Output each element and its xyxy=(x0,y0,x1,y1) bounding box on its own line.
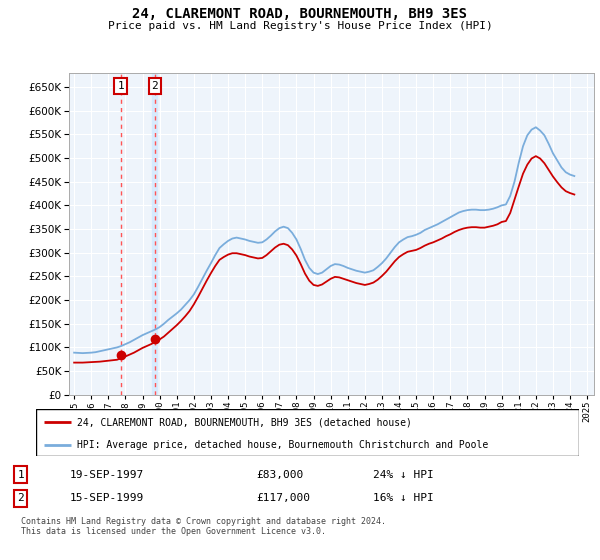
Text: 24, CLAREMONT ROAD, BOURNEMOUTH, BH9 3ES (detached house): 24, CLAREMONT ROAD, BOURNEMOUTH, BH9 3ES… xyxy=(77,417,412,427)
Bar xyxy=(152,73,157,395)
Text: 1: 1 xyxy=(17,470,24,479)
Text: Contains HM Land Registry data © Crown copyright and database right 2024.
This d: Contains HM Land Registry data © Crown c… xyxy=(21,517,386,536)
Text: £83,000: £83,000 xyxy=(256,470,304,479)
Text: 16% ↓ HPI: 16% ↓ HPI xyxy=(373,493,434,503)
Text: 15-SEP-1999: 15-SEP-1999 xyxy=(70,493,145,503)
Text: 24% ↓ HPI: 24% ↓ HPI xyxy=(373,470,434,479)
Text: HPI: Average price, detached house, Bournemouth Christchurch and Poole: HPI: Average price, detached house, Bour… xyxy=(77,440,488,450)
Text: Price paid vs. HM Land Registry's House Price Index (HPI): Price paid vs. HM Land Registry's House … xyxy=(107,21,493,31)
Text: 1: 1 xyxy=(117,81,124,91)
Text: 19-SEP-1997: 19-SEP-1997 xyxy=(70,470,145,479)
Text: 2: 2 xyxy=(17,493,24,503)
Text: 24, CLAREMONT ROAD, BOURNEMOUTH, BH9 3ES: 24, CLAREMONT ROAD, BOURNEMOUTH, BH9 3ES xyxy=(133,7,467,21)
Text: 2: 2 xyxy=(151,81,158,91)
Text: £117,000: £117,000 xyxy=(256,493,310,503)
